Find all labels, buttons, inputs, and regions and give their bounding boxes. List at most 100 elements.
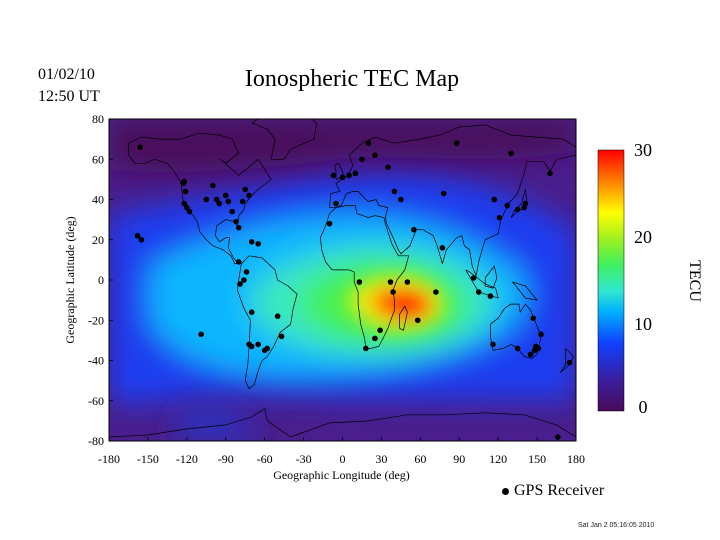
- colorbar-tick-label: 0: [639, 397, 648, 417]
- gps-receiver-point: [248, 343, 255, 350]
- chart-title-text: Ionospheric TEC Map: [244, 66, 460, 92]
- gps-receiver-point: [242, 186, 249, 193]
- gps-receiver-point: [182, 188, 189, 195]
- gps-receiver-point: [404, 279, 411, 285]
- colorbar-tick-label: 10: [634, 314, 652, 334]
- chart-title: Ionospheric TEC Map: [0, 66, 720, 93]
- gps-receiver-point: [504, 202, 511, 209]
- coastline-segment: [560, 348, 574, 373]
- gps-receiver-point: [216, 200, 223, 207]
- gps-receiver-point: [184, 204, 190, 211]
- tec-south-polar: [175, 405, 257, 441]
- coastline-segment: [128, 132, 272, 265]
- y-tick-label: 0: [98, 273, 104, 287]
- y-tick-label: 40: [92, 193, 104, 207]
- gps-receiver-point: [372, 152, 378, 159]
- coastline-segment: [484, 265, 498, 289]
- x-tick-label: 150: [528, 452, 546, 466]
- y-axis-label: Geographic Latitude (deg): [63, 216, 77, 343]
- gps-receiver-point: [527, 351, 534, 358]
- gps-receiver-point: [137, 144, 143, 150]
- tec-heatmap: [109, 119, 576, 441]
- coastline-segment: [251, 119, 317, 160]
- gps-receiver-point: [440, 190, 447, 197]
- coastline-segment: [329, 124, 576, 277]
- timestamp-footer: Sat Jan 2 05:16:05 2010: [578, 522, 655, 529]
- gps-receiver-point: [248, 238, 255, 245]
- gps-receiver-point: [508, 150, 514, 157]
- x-tick-label: 120: [489, 452, 507, 466]
- x-tick-label: -60: [257, 452, 273, 466]
- gps-receiver-point: [530, 315, 536, 322]
- gps-receiver-point: [237, 281, 243, 287]
- coastline-segment: [465, 269, 499, 299]
- gps-receiver-point: [522, 200, 529, 207]
- gps-receiver-point: [359, 156, 365, 163]
- gps-receiver-point: [229, 208, 236, 215]
- coastline-segment: [109, 408, 576, 438]
- gps-receiver-point: [514, 345, 521, 352]
- gps-receiver-point: [398, 196, 404, 203]
- x-tick-label: -120: [176, 452, 198, 466]
- colorbar-tick-label: 20: [634, 227, 652, 247]
- gps-receiver-point: [491, 196, 498, 203]
- gps-receiver-point: [248, 309, 255, 316]
- gps-receiver-point: [475, 289, 482, 295]
- gps-receiver-point: [278, 333, 285, 340]
- gps-receiver-point: [225, 198, 232, 205]
- gps-receiver-point: [209, 182, 216, 189]
- gps-receiver-point: [138, 236, 145, 243]
- gps-receiver-point: [514, 206, 521, 213]
- receiver-legend-label: GPS Receiver: [514, 482, 605, 499]
- gps-receiver-point: [387, 279, 394, 285]
- date-label: 01/02/10: [38, 66, 95, 83]
- gps-receiver-point: [487, 293, 494, 299]
- gps-receivers: [134, 140, 573, 440]
- gps-receiver-point: [213, 196, 220, 203]
- x-tick-label: -180: [98, 452, 120, 466]
- gps-receiver-point: [535, 345, 542, 352]
- gps-receiver-point: [255, 341, 261, 348]
- x-tick-label: 60: [414, 452, 426, 466]
- gps-receiver-point: [411, 226, 417, 233]
- x-tick-label: 180: [567, 452, 585, 466]
- gps-receiver-point: [363, 345, 369, 352]
- gps-receiver-point: [243, 269, 250, 275]
- gps-receiver-point: [391, 188, 398, 195]
- x-tick-label: -150: [137, 452, 159, 466]
- gps-receiver-point: [333, 200, 339, 207]
- gps-receiver-point: [274, 313, 281, 320]
- axes: -180 -150 -120 -90 -60 -30 0 30 60 90 120 150 180 80 6…: [63, 112, 585, 482]
- y-tick-label: 20: [92, 233, 104, 247]
- gps-receiver-point: [538, 331, 544, 338]
- gps-receiver-point: [180, 180, 186, 187]
- gps-receiver-point: [439, 245, 446, 251]
- gps-receiver-point: [496, 214, 503, 221]
- coastline-segment: [512, 281, 538, 301]
- y-tick-label: 80: [92, 112, 104, 126]
- gps-receiver-point: [246, 192, 252, 199]
- gps-receiver-point: [241, 277, 247, 283]
- gps-receiver-point: [330, 172, 337, 179]
- gps-receiver-point: [233, 218, 239, 225]
- y-tick-label: 60: [92, 152, 104, 166]
- gps-receiver-point: [198, 331, 204, 338]
- gps-receiver-point: [390, 289, 396, 295]
- coastline-segment: [320, 205, 410, 349]
- gps-receiver-point: [339, 174, 346, 181]
- gps-receiver-point: [134, 232, 141, 239]
- x-tick-label: -30: [296, 452, 312, 466]
- time-label: 12:50 UT: [38, 88, 100, 105]
- x-tick-label: 30: [375, 452, 387, 466]
- gps-receiver-point: [326, 220, 333, 227]
- gps-receiver-point: [385, 164, 391, 171]
- x-axis-label: Geographic Longitude (deg): [273, 468, 410, 482]
- gps-receiver-point: [377, 327, 383, 334]
- gps-receiver-point: [203, 196, 210, 203]
- y-tick-label: -60: [88, 394, 104, 408]
- gps-receiver-point: [235, 224, 242, 231]
- gps-receiver-point: [222, 192, 229, 199]
- y-tick-label: -40: [88, 354, 104, 368]
- gps-receiver-point: [255, 240, 261, 247]
